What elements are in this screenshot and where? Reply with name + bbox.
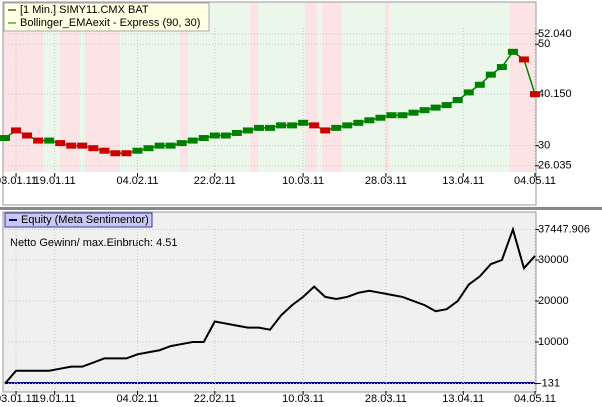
- y-tick-label: 30: [538, 140, 550, 152]
- y-tick-label: 52.040: [538, 28, 572, 40]
- x-tick-label: 22.02.11: [194, 175, 236, 187]
- x-tick-label: 19.01.11: [34, 175, 76, 187]
- equity-panel: [2, 211, 537, 393]
- y-tick-label: 20000: [538, 295, 569, 307]
- price-bar: [452, 97, 463, 104]
- x-tick-label: 13.04.11: [442, 393, 484, 405]
- legend-entry: Equity (Meta Sentimentor): [21, 214, 149, 226]
- series-line: [4, 226, 536, 385]
- price-bar: [44, 137, 55, 144]
- price-bar: [430, 104, 441, 111]
- legend-entry: Bollinger_EMAexit - Express (90, 30): [20, 17, 200, 29]
- price-bar: [242, 127, 253, 134]
- y-tick-label: 40.150: [538, 88, 572, 100]
- x-tick-label: 10.03.11: [282, 175, 324, 187]
- price-bar: [463, 89, 474, 96]
- x-tick-label: 28.03.11: [365, 393, 407, 405]
- price-bar: [231, 129, 242, 136]
- price-bar: [298, 119, 309, 126]
- x-tick-label: 04.02.11: [116, 175, 158, 187]
- price-bar: [276, 122, 287, 129]
- x-tick-label: 13.04.11: [442, 175, 484, 187]
- x-tick-label: 19.01.11: [34, 393, 76, 405]
- price-bar: [154, 142, 165, 149]
- x-tick-label: 22.02.11: [194, 393, 236, 405]
- price-bar: [518, 56, 529, 63]
- price-bar: [287, 122, 298, 129]
- x-tick-label: 28.03.11: [365, 175, 407, 187]
- x-tick-label: 04.02.11: [116, 393, 158, 405]
- price-bar: [77, 142, 88, 149]
- price-bar: [121, 150, 132, 157]
- price-bar: [441, 102, 452, 109]
- price-bar: [55, 140, 66, 147]
- x-tick-label: 03.01.11: [0, 175, 37, 187]
- y-tick-label: 10000: [538, 336, 569, 348]
- price-bar: [176, 140, 187, 147]
- price-bar: [320, 127, 331, 134]
- price-bar: [342, 122, 353, 129]
- price-bar: [386, 112, 397, 119]
- price-bar: [397, 112, 408, 119]
- price-bar: [496, 64, 507, 71]
- price-bar: [110, 150, 121, 157]
- price-bar: [419, 107, 430, 114]
- y-tick-label: 37447.906: [538, 223, 590, 235]
- price-bar: [33, 137, 44, 144]
- price-bar: [22, 132, 33, 139]
- price-frame: [2, 1, 537, 206]
- price-bar: [11, 127, 22, 134]
- x-tick-label: 03.01.11: [0, 393, 37, 405]
- annotation: Netto Gewinn/ max.Einbruch: 4.51: [10, 237, 178, 249]
- price-bar: [187, 137, 198, 144]
- y-tick-label: 50: [538, 38, 550, 50]
- y-tick-label: 26.035: [538, 160, 572, 172]
- equity-legend-box: [4, 212, 153, 228]
- price-bar: [331, 124, 342, 131]
- x-tick-label: 04.05.11: [514, 393, 556, 405]
- price-bar: [375, 114, 386, 121]
- price-bar: [485, 71, 496, 78]
- price-bar: [0, 135, 10, 142]
- price-bar: [99, 147, 110, 154]
- price-bar: [143, 145, 154, 152]
- legend-box: [3, 2, 210, 32]
- price-bar: [364, 117, 375, 124]
- price-bar: [507, 48, 518, 55]
- panel-splitter[interactable]: [0, 207, 602, 210]
- price-bar: [265, 124, 275, 131]
- price-bar: [132, 147, 143, 154]
- price-bar: [530, 91, 540, 98]
- price-bar: [220, 132, 231, 139]
- price-bar: [474, 81, 485, 88]
- y-tick-label: 30000: [538, 254, 569, 266]
- legend-entry: [1 Min.] SIMY11.CMX BAT: [20, 4, 149, 16]
- price-bar: [88, 145, 99, 152]
- price-bar: [198, 135, 209, 142]
- y-tick-label: -131: [538, 377, 560, 389]
- price-bar: [209, 132, 220, 139]
- price-bar: [165, 142, 176, 149]
- price-bar: [408, 109, 419, 116]
- price-bar: [353, 119, 364, 126]
- price-bar: [66, 142, 77, 149]
- price-bar: [253, 124, 264, 131]
- price-bar: [309, 122, 320, 129]
- x-tick-label: 04.05.11: [514, 175, 556, 187]
- x-tick-label: 10.03.11: [282, 393, 324, 405]
